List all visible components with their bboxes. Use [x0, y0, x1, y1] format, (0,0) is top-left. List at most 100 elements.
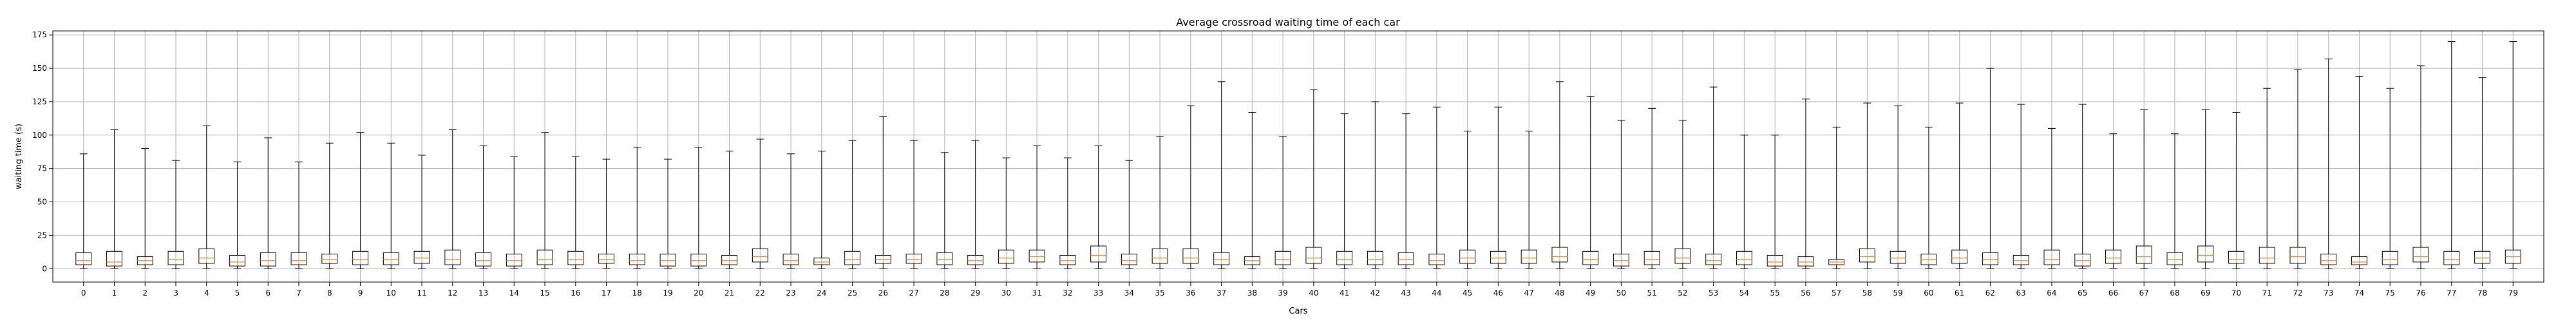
box-20 [690, 146, 707, 269]
x-tick-label: 1 [112, 289, 117, 298]
iqr-box [1428, 253, 1445, 265]
x-tick-label: 48 [1555, 289, 1564, 298]
box-11 [413, 155, 430, 269]
box-39 [1274, 136, 1291, 269]
x-tick-label: 64 [2047, 289, 2056, 298]
box-48 [1551, 81, 1568, 269]
x-tick-label: 26 [878, 289, 888, 298]
y-tick-label: 50 [37, 198, 47, 207]
box-19 [659, 158, 676, 269]
box-26 [875, 116, 891, 269]
x-tick-label: 38 [1247, 289, 1257, 298]
x-tick-label: 53 [1709, 289, 1718, 298]
x-tick-label: 78 [2477, 289, 2487, 298]
x-tick-label: 67 [2139, 289, 2149, 298]
iqr-box [844, 251, 861, 265]
iqr-box [690, 253, 707, 267]
iqr-box [721, 255, 738, 265]
box-53 [1705, 86, 1722, 269]
x-tick-label: 5 [235, 289, 240, 298]
iqr-box [1121, 253, 1137, 265]
iqr-box [1982, 252, 1998, 265]
iqr-box [1613, 253, 1629, 267]
y-axis: 0 25 50 75 100 125 150 175 [32, 30, 53, 273]
box-36 [1182, 105, 1199, 269]
x-tick-label: 69 [2201, 289, 2210, 298]
box-5 [229, 161, 245, 269]
x-axis: 0 1 2 3 4 5 6 7 8 9 10 11 12 13 14 15 16 17 18 19 20 21 22 23 24… [81, 282, 2518, 298]
x-tick-label: 8 [327, 289, 332, 298]
iqr-box [229, 255, 245, 267]
box-42 [1367, 101, 1383, 269]
x-tick-label: 16 [571, 289, 580, 298]
x-tick-label: 56 [1801, 289, 1810, 298]
box-0 [75, 153, 92, 269]
box-37 [1213, 81, 1230, 269]
x-tick-label: 40 [1309, 289, 1318, 298]
iqr-box [782, 253, 799, 265]
box-43 [1397, 113, 1414, 269]
box-31 [1028, 145, 1045, 269]
x-tick-label: 33 [1094, 289, 1103, 298]
x-tick-label: 7 [296, 289, 301, 298]
box-21 [721, 151, 738, 269]
x-tick-label: 59 [1893, 289, 1903, 298]
x-tick-label: 47 [1524, 289, 1534, 298]
box-55 [1766, 135, 1783, 269]
iqr-box [383, 252, 399, 265]
box-62 [1982, 68, 1998, 269]
x-tick-label: 71 [2262, 289, 2272, 298]
iqr-box [2412, 247, 2429, 263]
box-2 [137, 148, 153, 269]
x-tick-label: 66 [2108, 289, 2118, 298]
x-tick-label: 14 [509, 289, 519, 298]
x-tick-label: 63 [2016, 289, 2026, 298]
y-tick-label: 125 [32, 97, 47, 106]
x-tick-label: 21 [724, 289, 734, 298]
x-tick-label: 2 [142, 289, 147, 298]
iqr-box [1397, 252, 1414, 265]
box-29 [967, 140, 984, 269]
box-35 [1151, 136, 1168, 269]
x-tick-label: 55 [1770, 289, 1780, 298]
box-41 [1336, 113, 1353, 269]
iqr-box [198, 248, 215, 264]
box-16 [567, 156, 584, 269]
iqr-box [1889, 251, 1906, 264]
iqr-box [1090, 245, 1107, 263]
x-tick-label: 24 [817, 289, 826, 298]
box-64 [2043, 128, 2060, 269]
iqr-box [598, 253, 614, 264]
iqr-box [536, 249, 553, 265]
x-tick-label: 60 [1924, 289, 1933, 298]
box-9 [352, 132, 368, 269]
iqr-box [290, 252, 307, 265]
iqr-box [629, 253, 645, 265]
box-58 [1859, 102, 1875, 269]
boxes-layer [75, 41, 2521, 269]
box-75 [2382, 88, 2398, 269]
box-65 [2074, 104, 2091, 269]
x-tick-label: 45 [1463, 289, 1472, 298]
box-34 [1121, 160, 1137, 269]
x-tick-label: 32 [1063, 289, 1072, 298]
iqr-box [2443, 251, 2460, 265]
box-13 [475, 145, 491, 269]
y-tick-label: 75 [37, 164, 47, 173]
iqr-box [1151, 248, 1168, 264]
box-70 [2228, 112, 2244, 269]
x-tick-label: 79 [2508, 289, 2518, 298]
x-tick-label: 3 [173, 289, 178, 298]
box-28 [936, 152, 953, 269]
box-73 [2320, 59, 2337, 269]
box-47 [1520, 131, 1537, 269]
box-67 [2136, 109, 2152, 269]
x-tick-label: 22 [755, 289, 765, 298]
box-12 [444, 129, 461, 269]
box-74 [2351, 76, 2367, 269]
box-27 [905, 140, 922, 269]
iqr-box [1705, 253, 1722, 265]
iqr-box [1797, 256, 1814, 267]
iqr-box [1213, 252, 1230, 265]
x-tick-label: 58 [1862, 289, 1872, 298]
